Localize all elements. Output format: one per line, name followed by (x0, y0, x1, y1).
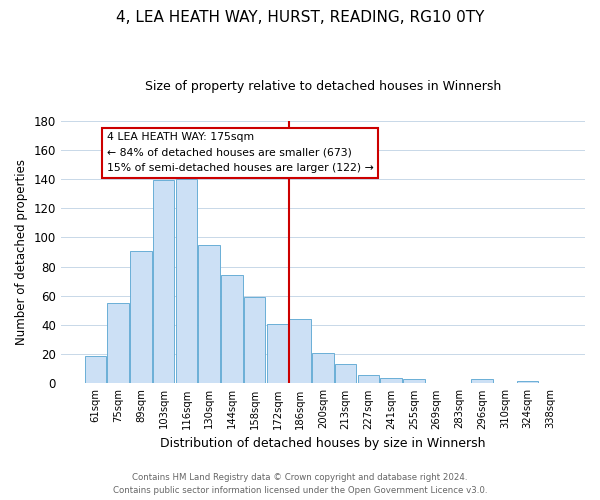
Bar (176, 179, 197, 384)
Text: 4 LEA HEATH WAY: 175sqm
← 84% of detached houses are smaller (673)
15% of semi-d: 4 LEA HEATH WAY: 175sqm ← 84% of detache… (107, 132, 374, 173)
Bar (221, 276, 243, 384)
Bar (107, 303, 129, 384)
Title: Size of property relative to detached houses in Winnersh: Size of property relative to detached ho… (145, 80, 501, 93)
Bar (199, 244, 220, 384)
Bar (517, 380, 538, 384)
Text: 4, LEA HEATH WAY, HURST, READING, RG10 0TY: 4, LEA HEATH WAY, HURST, READING, RG10 0… (116, 10, 484, 25)
Bar (335, 364, 356, 384)
Bar (312, 353, 334, 384)
Bar (403, 379, 425, 384)
Bar (244, 298, 265, 384)
Bar (472, 379, 493, 384)
Text: Contains HM Land Registry data © Crown copyright and database right 2024.
Contai: Contains HM Land Registry data © Crown c… (113, 474, 487, 495)
Y-axis label: Number of detached properties: Number of detached properties (15, 159, 28, 345)
Bar (380, 378, 402, 384)
Bar (153, 180, 175, 384)
X-axis label: Distribution of detached houses by size in Winnersh: Distribution of detached houses by size … (160, 437, 485, 450)
Bar (289, 319, 311, 384)
Bar (266, 324, 288, 384)
Bar (358, 374, 379, 384)
Bar (130, 250, 152, 384)
Bar (85, 356, 106, 384)
